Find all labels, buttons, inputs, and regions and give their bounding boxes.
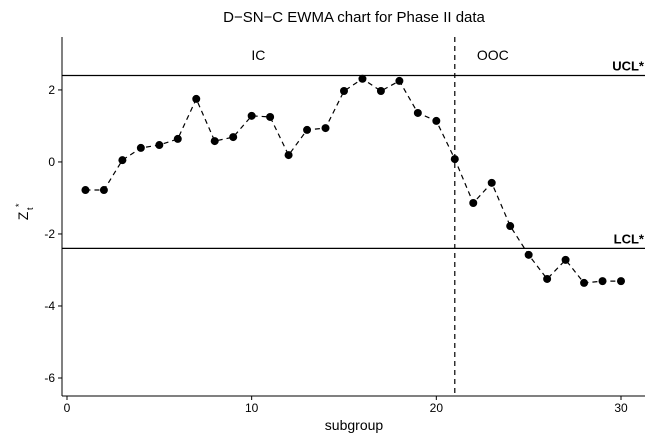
y-tick-label: -2 (44, 227, 55, 241)
point (487, 178, 496, 187)
y-axis-label: Z * t (14, 203, 35, 220)
ucl-label: UCL* (612, 59, 645, 74)
point (339, 87, 348, 96)
series-line (85, 78, 621, 284)
point (395, 76, 404, 85)
point (432, 116, 441, 125)
point (99, 186, 108, 195)
point (266, 112, 275, 121)
region-label: OOC (477, 47, 509, 63)
point (543, 274, 552, 283)
point (450, 155, 459, 164)
lcl-label: LCL* (614, 231, 645, 246)
point (229, 133, 238, 142)
y-label-sub: t (25, 207, 35, 210)
point (303, 125, 312, 134)
point (173, 134, 182, 143)
x-tick-label: 0 (64, 401, 71, 415)
point (118, 156, 127, 165)
point (598, 277, 607, 286)
point (155, 141, 164, 150)
y-tick-label: 0 (48, 155, 55, 169)
point (81, 186, 90, 195)
point (561, 255, 570, 264)
y-label-sup: * (14, 203, 24, 207)
point (358, 74, 367, 83)
region-label: IC (251, 47, 265, 63)
x-tick-label: 10 (245, 401, 259, 415)
y-label-base: Z (15, 211, 31, 220)
point (469, 198, 478, 207)
point (284, 151, 293, 160)
point (192, 94, 201, 103)
point (376, 87, 385, 96)
point (247, 111, 256, 120)
y-tick-label: -6 (44, 371, 55, 385)
chart-title: D−SN−C EWMA chart for Phase II data (223, 9, 485, 26)
point (524, 250, 533, 259)
point (210, 137, 219, 146)
point (413, 108, 422, 117)
point (506, 222, 515, 231)
y-tick-label: -4 (44, 299, 55, 313)
y-tick-label: 2 (48, 83, 55, 97)
point (321, 124, 330, 133)
point (616, 277, 625, 286)
x-tick-label: 20 (430, 401, 444, 415)
x-axis-label: subgroup (325, 417, 384, 433)
point (136, 143, 145, 152)
point (580, 278, 589, 287)
x-tick-label: 30 (614, 401, 628, 415)
